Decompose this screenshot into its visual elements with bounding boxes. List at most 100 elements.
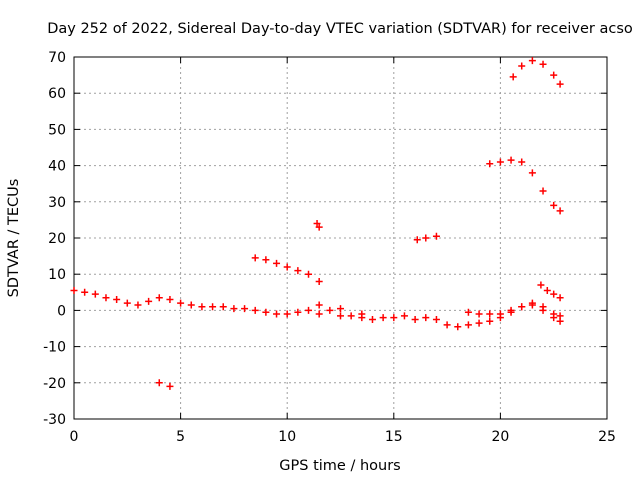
data-point xyxy=(432,232,440,240)
data-point xyxy=(230,305,238,313)
data-point xyxy=(432,315,440,323)
x-tick-label: 0 xyxy=(70,429,79,445)
data-point xyxy=(283,263,291,271)
data-point xyxy=(400,312,408,320)
x-tick-label: 15 xyxy=(385,429,403,445)
data-marks xyxy=(70,57,564,390)
data-point xyxy=(177,299,185,307)
data-point xyxy=(198,303,206,311)
x-tick-label: 10 xyxy=(278,429,296,445)
data-point xyxy=(518,303,526,311)
data-point xyxy=(539,303,547,311)
series-segment-20 xyxy=(413,232,440,244)
data-point xyxy=(166,296,174,304)
data-point xyxy=(134,301,142,309)
y-tick-label: 70 xyxy=(48,50,66,66)
data-point xyxy=(283,310,291,318)
data-point xyxy=(496,310,504,318)
data-point xyxy=(251,254,259,262)
data-point xyxy=(315,301,323,309)
series-isolated-trace xyxy=(313,220,323,231)
data-point xyxy=(413,236,421,244)
data-point xyxy=(294,267,302,275)
data-point xyxy=(241,305,249,313)
data-point xyxy=(315,310,323,318)
data-point xyxy=(507,156,515,164)
data-point xyxy=(550,71,558,79)
data-point xyxy=(294,308,302,316)
data-point xyxy=(509,73,517,81)
data-point xyxy=(91,290,99,298)
data-point xyxy=(550,201,558,209)
data-point xyxy=(262,256,270,264)
data-point xyxy=(187,301,195,309)
chart-title: Day 252 of 2022, Sidereal Day-to-day VTE… xyxy=(47,21,633,37)
data-point xyxy=(454,323,462,331)
data-point xyxy=(102,294,110,302)
data-point xyxy=(486,317,494,325)
x-axis-label: GPS time / hours xyxy=(279,458,400,474)
series-low-trace xyxy=(155,379,174,390)
y-tick-label: 20 xyxy=(48,231,66,247)
grid xyxy=(74,57,607,419)
series-mid-trace xyxy=(251,254,323,285)
data-point xyxy=(155,294,163,302)
y-tick-label: 50 xyxy=(48,122,66,138)
data-point xyxy=(486,160,494,168)
data-point xyxy=(539,187,547,195)
data-point xyxy=(539,60,547,68)
data-point xyxy=(273,259,281,267)
data-point xyxy=(507,306,515,314)
y-tick-label: 40 xyxy=(48,159,66,175)
data-point xyxy=(113,296,121,304)
data-point xyxy=(528,169,536,177)
data-point xyxy=(556,207,564,215)
data-point xyxy=(70,286,78,294)
data-point xyxy=(556,312,564,320)
data-point xyxy=(556,294,564,302)
data-point xyxy=(379,314,387,322)
y-axis-label: SDTVAR / TECUs xyxy=(6,179,22,298)
data-point xyxy=(443,321,451,329)
data-point xyxy=(537,281,545,289)
series-crosses-trace xyxy=(315,301,366,318)
data-point xyxy=(219,303,227,311)
data-point xyxy=(528,57,536,65)
x-tick-label: 5 xyxy=(176,429,185,445)
series-forty-trace xyxy=(486,156,564,215)
data-point xyxy=(475,319,483,327)
data-point xyxy=(209,303,217,311)
axis-ticks: 0 5 10 15 20 25 -30 -20 -10 0 10 20 30 40 50 60 70 xyxy=(43,50,616,445)
y-tick-label: 60 xyxy=(48,86,66,102)
x-tick-label: 20 xyxy=(491,429,509,445)
data-point xyxy=(145,297,153,305)
data-point xyxy=(550,310,558,318)
data-point xyxy=(422,234,430,242)
data-point xyxy=(315,277,323,285)
data-point xyxy=(326,306,334,314)
y-tick-label: 10 xyxy=(48,267,66,283)
data-point xyxy=(411,315,419,323)
data-point xyxy=(556,80,564,88)
data-point xyxy=(550,290,558,298)
data-point xyxy=(368,315,376,323)
data-point xyxy=(155,379,163,387)
series-main-trace xyxy=(70,286,564,331)
data-point xyxy=(273,310,281,318)
y-tick-label: -10 xyxy=(43,340,66,356)
data-point xyxy=(337,312,344,320)
data-point xyxy=(358,310,366,318)
data-point xyxy=(347,312,355,320)
series-short-descending-trace xyxy=(537,281,564,302)
y-tick-label: 0 xyxy=(57,303,66,319)
data-point xyxy=(81,288,89,296)
data-point xyxy=(486,310,494,318)
data-point xyxy=(313,220,321,228)
x-tick-label: 25 xyxy=(598,429,616,445)
data-point xyxy=(251,306,259,314)
data-point xyxy=(390,314,398,322)
series-upper-flat-trace xyxy=(464,299,564,320)
data-point xyxy=(464,308,472,316)
data-point xyxy=(315,223,323,231)
